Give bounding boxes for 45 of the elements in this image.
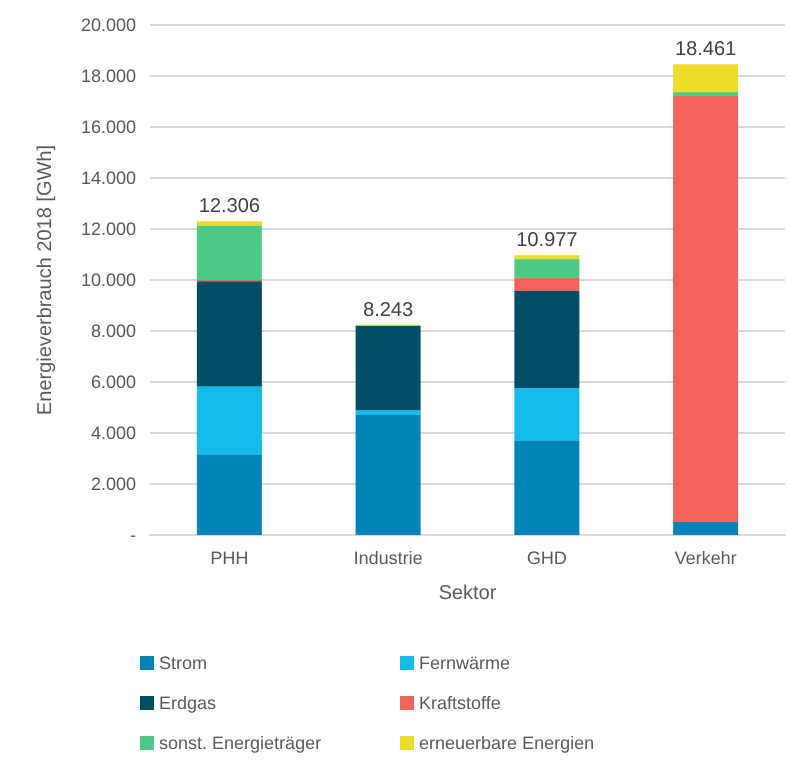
total-label: 8.243 (363, 298, 414, 321)
bar (356, 410, 421, 415)
y-tick-label: 18.000 (80, 66, 136, 86)
legend-label: Erdgas (159, 693, 216, 713)
bar (673, 64, 738, 92)
y-tick-label: 2.000 (90, 474, 136, 494)
bar (196, 221, 262, 226)
bar (356, 326, 421, 410)
y-tick-label: 16.000 (80, 117, 136, 137)
legend-label: Kraftstoffe (419, 693, 501, 713)
bar (514, 278, 580, 291)
total-label: 12.306 (198, 195, 260, 218)
y-tick-label: 20.000 (80, 15, 136, 35)
legend-label: Fernwärme (419, 653, 510, 673)
bar (514, 259, 580, 278)
y-tick-label: 6.000 (90, 372, 136, 392)
y-tick-label: 4.000 (90, 423, 136, 443)
y-tick-label: 8.000 (90, 321, 136, 341)
bar (196, 281, 262, 386)
legend-label: erneuerbare Energien (419, 733, 594, 753)
x-tick-label: PHH (210, 548, 248, 568)
legend-label: Strom (159, 653, 208, 673)
bar (196, 386, 262, 455)
total-label: 18.461 (675, 38, 736, 60)
x-tick-label: Industrie (354, 548, 423, 568)
legend-label: sonst. Energieträger (159, 733, 322, 753)
y-axis-title: Energieverbrauch 2018 [GWh] (34, 144, 56, 416)
y-tick-label: - (130, 525, 136, 545)
x-tick-label: Verkehr (674, 548, 737, 568)
bar (196, 226, 262, 280)
bar (514, 290, 580, 388)
y-tick-label: 10.000 (80, 270, 136, 290)
bar (673, 92, 738, 96)
y-tick-label: 14.000 (80, 168, 136, 188)
bar (514, 440, 580, 535)
bar (673, 522, 738, 535)
bar (514, 388, 580, 441)
bar (196, 454, 262, 535)
y-tick-label: 12.000 (80, 219, 136, 239)
x-tick-label: GHD (526, 548, 567, 568)
x-axis-title: Sektor (438, 582, 497, 604)
total-label: 10.977 (516, 229, 578, 252)
bar (514, 255, 580, 260)
bar (356, 414, 421, 535)
bar (673, 96, 738, 522)
